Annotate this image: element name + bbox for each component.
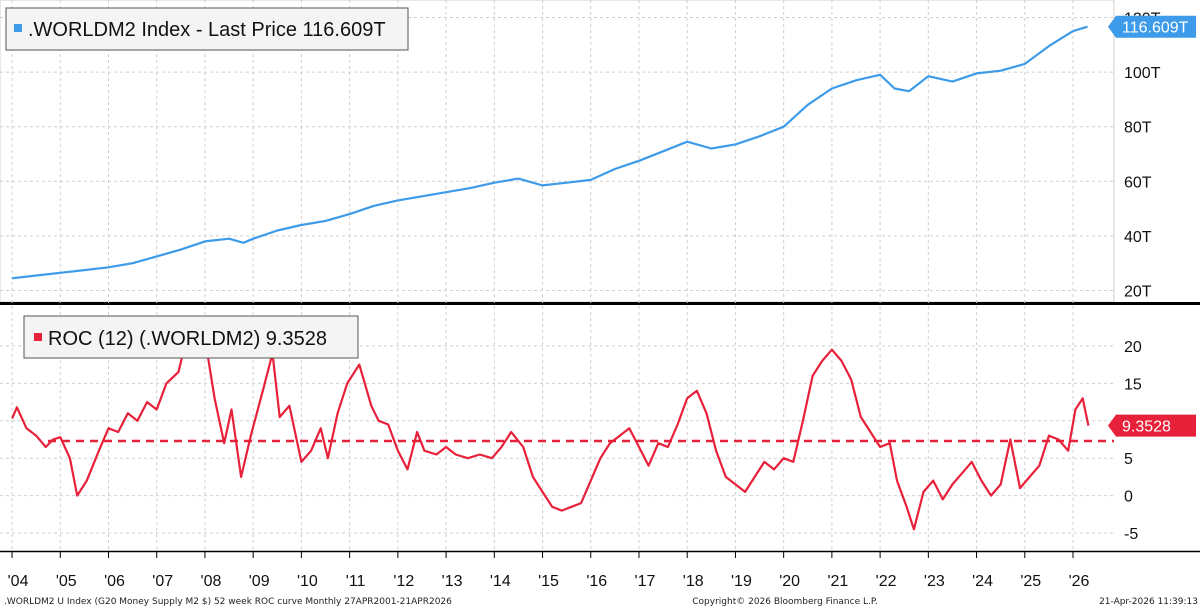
x-tick-label: '25 [1020,573,1041,590]
x-tick-label: '20 [779,573,800,590]
y-tick-label: 0 [1124,489,1133,506]
legend-top: .WORLDM2 Index - Last Price 116.609T [5,7,409,51]
x-tick-label: '24 [972,573,993,590]
y-tick-label: 20T [1124,284,1152,301]
grid [0,0,1114,551]
y-tick-label: -5 [1124,526,1138,543]
y-tick-label: 5 [1124,451,1133,468]
x-tick-label: '23 [924,573,945,590]
legend-bottom: ROC (12) (.WORLDM2) 9.3528 [23,315,359,359]
x-tick-label: '04 [8,573,29,590]
y-tick-label: 80T [1124,120,1152,137]
x-tick-label: '13 [442,573,463,590]
x-tick-label: '19 [731,573,752,590]
legend-top-label: .WORLDM2 Index - Last Price 116.609T [28,19,386,41]
x-tick-label: '15 [538,573,559,590]
x-tick-label: '26 [1069,573,1090,590]
y-tick-label: 20 [1124,339,1142,356]
x-tick-label: '10 [297,573,318,590]
legend-top-box [5,7,409,51]
x-tick-label: '12 [393,573,414,590]
footer-center: Copyright© 2026 Bloomberg Finance L.P. [692,597,877,607]
y-ticks-layer: 20T40T60T80T100T120T-505101520 [1124,10,1161,543]
m2-last-value-label: 116.609T [1122,20,1189,37]
y-tick-label: 40T [1124,229,1152,246]
x-tick-label: '11 [346,573,366,590]
x-tick-label: '21 [827,573,848,590]
roc-last-value-label: 9.3528 [1122,419,1171,436]
x-tick-label: '14 [490,573,511,590]
m2-last-value-tag [1108,15,1196,38]
x-tick-label: '08 [201,573,222,590]
series-layer [11,25,1090,531]
legend-bottom-box [23,315,359,359]
y-tick-label: 100T [1124,65,1161,82]
legend-top-swatch [14,24,22,32]
footer-right: 21-Apr-2026 11:39:13 [1099,597,1198,607]
roc-last-value-tag [1108,414,1196,437]
last-value-tags: 116.609T 9.3528 [1108,15,1196,437]
roc-series-line [11,329,1090,531]
x-tick-label: '07 [152,573,173,590]
legend-bottom-label: ROC (12) (.WORLDM2) 9.3528 [48,328,327,350]
x-tick-label: '09 [249,573,270,590]
x-tick-label: '05 [56,573,77,590]
x-tick-label: '16 [586,573,607,590]
y-tick-label: 15 [1124,376,1142,393]
x-tick-label: '17 [635,573,656,590]
y-tick-label: 60T [1124,174,1152,191]
legend-bottom-swatch [34,333,42,341]
footer-left: .WORLDM2 U Index (G20 Money Supply M2 $)… [4,597,452,607]
m2-series-line [11,25,1088,280]
x-tick-label: '06 [104,573,125,590]
x-tick-label: '18 [683,573,704,590]
x-tick-label: '22 [876,573,897,590]
x-ticks-layer: '04 '05 '06 '07 '08 '09 '10 '11 '12 '13 '14 '15 '16 '… [8,551,1090,590]
